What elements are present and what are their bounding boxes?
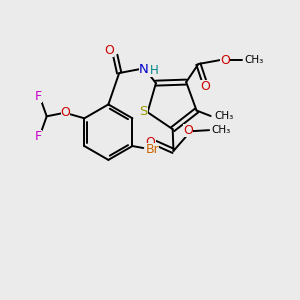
Text: CH₃: CH₃ bbox=[214, 111, 233, 121]
Text: O: O bbox=[200, 80, 210, 93]
Text: O: O bbox=[220, 53, 230, 67]
Text: H: H bbox=[149, 64, 158, 76]
Text: CH₃: CH₃ bbox=[212, 125, 231, 135]
Text: O: O bbox=[183, 124, 193, 137]
Text: O: O bbox=[104, 44, 114, 57]
Text: F: F bbox=[35, 90, 42, 103]
Text: O: O bbox=[61, 106, 70, 119]
Text: F: F bbox=[35, 130, 42, 142]
Text: S: S bbox=[140, 105, 148, 118]
Text: N: N bbox=[139, 63, 149, 76]
Text: O: O bbox=[146, 136, 156, 148]
Text: CH₃: CH₃ bbox=[244, 55, 263, 65]
Text: Br: Br bbox=[146, 142, 159, 155]
